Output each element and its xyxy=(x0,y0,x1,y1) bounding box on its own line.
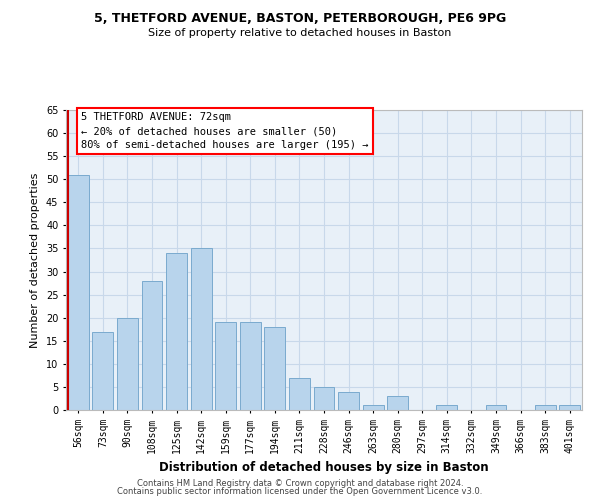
Bar xyxy=(191,248,212,410)
Bar xyxy=(535,406,556,410)
Bar xyxy=(289,378,310,410)
Text: Size of property relative to detached houses in Baston: Size of property relative to detached ho… xyxy=(148,28,452,38)
Y-axis label: Number of detached properties: Number of detached properties xyxy=(31,172,40,348)
Bar xyxy=(240,322,261,410)
Bar xyxy=(117,318,138,410)
Bar xyxy=(215,322,236,410)
Text: Contains HM Land Registry data © Crown copyright and database right 2024.: Contains HM Land Registry data © Crown c… xyxy=(137,478,463,488)
Bar xyxy=(68,174,89,410)
Bar xyxy=(338,392,359,410)
Bar xyxy=(559,406,580,410)
X-axis label: Distribution of detached houses by size in Baston: Distribution of detached houses by size … xyxy=(159,461,489,474)
Bar xyxy=(166,253,187,410)
Bar xyxy=(362,406,383,410)
Bar xyxy=(314,387,334,410)
Bar xyxy=(92,332,113,410)
Bar xyxy=(387,396,408,410)
Text: 5 THETFORD AVENUE: 72sqm
← 20% of detached houses are smaller (50)
80% of semi-d: 5 THETFORD AVENUE: 72sqm ← 20% of detach… xyxy=(81,112,369,150)
Bar xyxy=(485,406,506,410)
Text: Contains public sector information licensed under the Open Government Licence v3: Contains public sector information licen… xyxy=(118,487,482,496)
Bar xyxy=(265,327,286,410)
Bar xyxy=(436,406,457,410)
Bar xyxy=(142,281,163,410)
Text: 5, THETFORD AVENUE, BASTON, PETERBOROUGH, PE6 9PG: 5, THETFORD AVENUE, BASTON, PETERBOROUGH… xyxy=(94,12,506,26)
